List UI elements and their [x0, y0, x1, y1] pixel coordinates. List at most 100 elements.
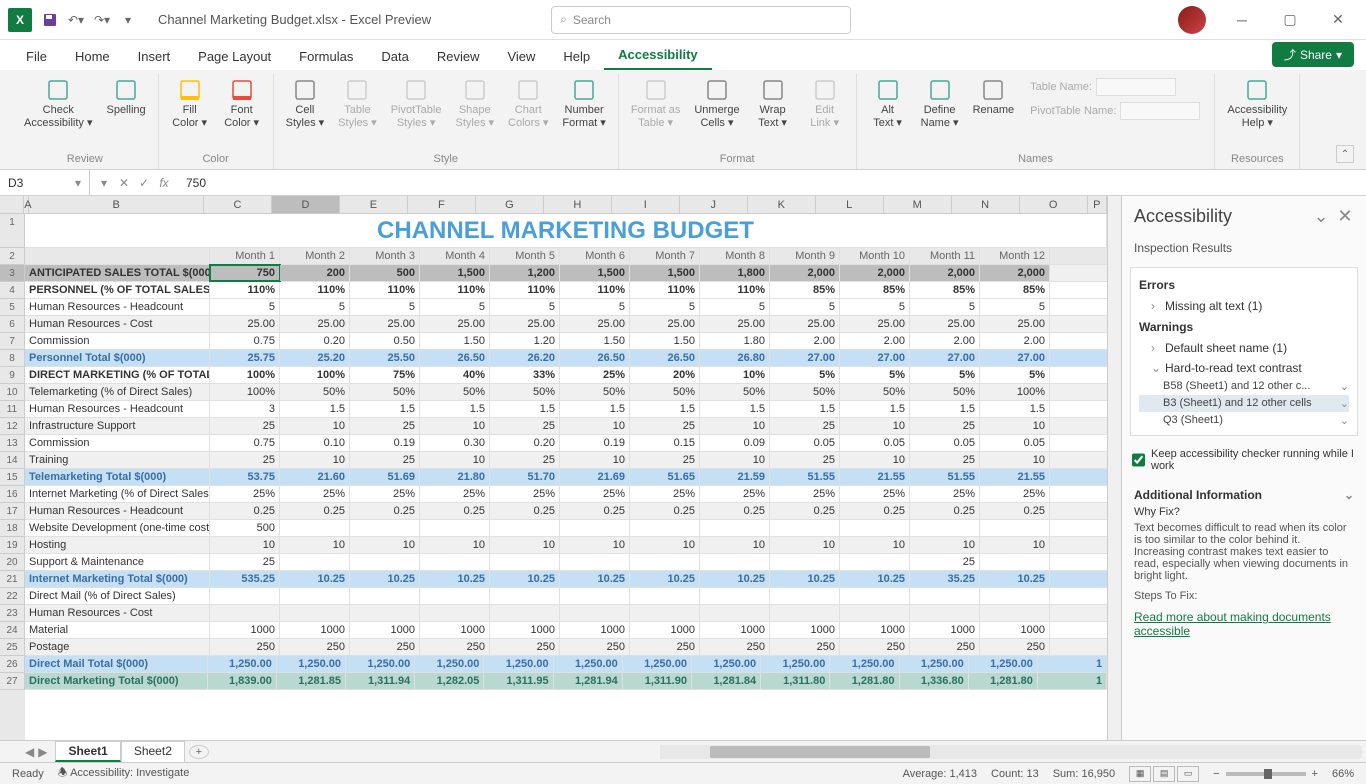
cell[interactable]: 0.50 — [350, 333, 420, 349]
cell[interactable] — [770, 554, 840, 570]
cell[interactable]: 0.05 — [840, 435, 910, 451]
cell[interactable]: 5 — [700, 299, 770, 315]
cell[interactable]: 1,311.95 — [484, 673, 553, 689]
cell[interactable]: 1000 — [280, 622, 350, 638]
cell[interactable] — [630, 554, 700, 570]
warning-item[interactable]: ›Default sheet name (1) — [1139, 338, 1349, 358]
cell[interactable]: 25.20 — [280, 350, 350, 366]
cell[interactable]: 250 — [630, 639, 700, 655]
user-avatar[interactable] — [1178, 6, 1206, 34]
row-header[interactable]: 25 — [0, 639, 25, 656]
cell[interactable]: 25 — [910, 452, 980, 468]
cell[interactable]: 110% — [490, 282, 560, 298]
cell[interactable] — [420, 605, 490, 621]
cell[interactable]: 0.25 — [630, 503, 700, 519]
cell[interactable]: 25.00 — [490, 316, 560, 332]
cell[interactable]: 5 — [490, 299, 560, 315]
cell[interactable]: 50% — [700, 384, 770, 400]
column-header[interactable]: J — [680, 196, 748, 213]
cell[interactable] — [560, 520, 630, 536]
cell[interactable]: 250 — [700, 639, 770, 655]
cell[interactable]: 10 — [980, 452, 1050, 468]
cell[interactable]: 10 — [630, 537, 700, 553]
cell[interactable]: 1,250.00 — [554, 656, 623, 672]
cell[interactable]: 25% — [560, 486, 630, 502]
cell[interactable] — [980, 605, 1050, 621]
cell[interactable]: 2.00 — [840, 333, 910, 349]
cell[interactable]: 5% — [840, 367, 910, 383]
sheet-next-icon[interactable]: ▶ — [38, 745, 47, 759]
cell[interactable]: 0.05 — [980, 435, 1050, 451]
cell[interactable]: 26.80 — [700, 350, 770, 366]
fill-color-button[interactable]: FillColor ▾ — [165, 74, 215, 134]
cell[interactable]: 1000 — [700, 622, 770, 638]
wrap-text-button[interactable]: WrapText ▾ — [748, 74, 798, 134]
cell-grid[interactable]: CHANNEL MARKETING BUDGETMonth 1Month 2Mo… — [25, 214, 1107, 740]
cell[interactable]: 50% — [490, 384, 560, 400]
cell[interactable]: 25.00 — [280, 316, 350, 332]
cell[interactable]: 110% — [350, 282, 420, 298]
redo-icon[interactable]: ↷▾ — [92, 10, 112, 30]
cell[interactable]: 25.00 — [910, 316, 980, 332]
warning-sub-item[interactable]: Q3 (Sheet1)⌄ — [1139, 412, 1349, 429]
row-header[interactable]: 2 — [0, 248, 25, 265]
row-header[interactable]: 4 — [0, 282, 25, 299]
cell[interactable]: 5% — [770, 367, 840, 383]
cell[interactable]: 27.00 — [770, 350, 840, 366]
cell[interactable]: 1000 — [630, 622, 700, 638]
cell[interactable]: 26.50 — [630, 350, 700, 366]
cell[interactable]: 50% — [420, 384, 490, 400]
cell[interactable]: 10.25 — [770, 571, 840, 587]
cell[interactable]: 100% — [280, 367, 350, 383]
cell[interactable]: 25% — [840, 486, 910, 502]
row-header[interactable]: 3 — [0, 265, 25, 282]
cell[interactable]: 5 — [350, 299, 420, 315]
cell[interactable]: 51.69 — [350, 469, 420, 485]
cell[interactable]: 10 — [910, 537, 980, 553]
cell[interactable]: 2,000 — [770, 265, 840, 281]
cell[interactable]: 25% — [560, 367, 630, 383]
cell[interactable]: 1,250.00 — [623, 656, 692, 672]
cell[interactable]: 1,800 — [700, 265, 770, 281]
cell[interactable]: 10 — [840, 452, 910, 468]
share-button[interactable]: ⤴Share▾ — [1272, 42, 1354, 67]
column-header[interactable]: C — [204, 196, 272, 213]
cell[interactable]: 85% — [910, 282, 980, 298]
cell[interactable]: 1.5 — [910, 401, 980, 417]
cell[interactable]: 10% — [700, 367, 770, 383]
cell[interactable]: 1 — [1038, 673, 1107, 689]
status-accessibility[interactable]: 🕭 Accessibility: Investigate — [58, 764, 190, 783]
cell[interactable]: 5 — [840, 299, 910, 315]
cell[interactable]: 25.00 — [700, 316, 770, 332]
cell[interactable] — [420, 554, 490, 570]
cell[interactable]: 750 — [210, 265, 280, 281]
cell[interactable]: 50% — [280, 384, 350, 400]
column-header[interactable]: L — [816, 196, 884, 213]
row-header[interactable]: 9 — [0, 367, 25, 384]
cell[interactable]: 100% — [210, 367, 280, 383]
cell[interactable]: 2,000 — [980, 265, 1050, 281]
tab-help[interactable]: Help — [549, 43, 604, 70]
cell[interactable] — [490, 605, 560, 621]
cell[interactable]: 20% — [630, 367, 700, 383]
cell[interactable]: 0.25 — [770, 503, 840, 519]
cell[interactable]: 250 — [350, 639, 420, 655]
cell[interactable]: 21.60 — [280, 469, 350, 485]
cell[interactable]: 1,336.80 — [900, 673, 969, 689]
cell[interactable]: 1000 — [980, 622, 1050, 638]
cell[interactable]: 1000 — [490, 622, 560, 638]
vertical-scrollbar[interactable] — [1107, 196, 1121, 740]
warning-item[interactable]: ⌄Hard-to-read text contrast — [1139, 358, 1349, 378]
row-header[interactable]: 16 — [0, 486, 25, 503]
row-header[interactable]: 10 — [0, 384, 25, 401]
cell[interactable]: 0.20 — [280, 333, 350, 349]
cell[interactable]: 25% — [350, 486, 420, 502]
cell[interactable]: 25.00 — [210, 316, 280, 332]
cell[interactable] — [210, 588, 280, 604]
cell[interactable]: 10.25 — [700, 571, 770, 587]
cell[interactable]: 25 — [490, 452, 560, 468]
cell[interactable]: 25% — [280, 486, 350, 502]
cell[interactable]: 10 — [350, 537, 420, 553]
column-header[interactable]: G — [476, 196, 544, 213]
cell[interactable]: 25% — [210, 486, 280, 502]
